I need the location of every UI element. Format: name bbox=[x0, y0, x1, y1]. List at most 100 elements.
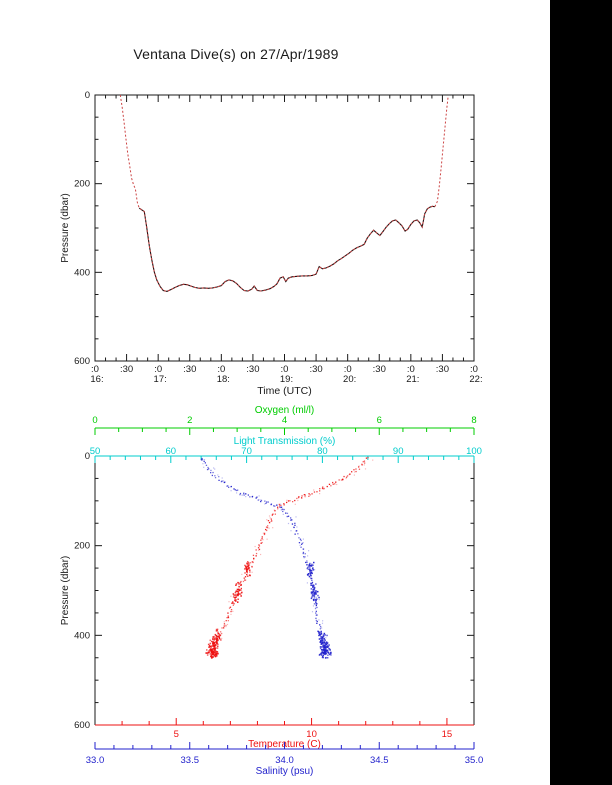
scatter-dot bbox=[315, 599, 317, 602]
scatter-dot bbox=[293, 526, 295, 529]
scatter-dot bbox=[213, 635, 215, 638]
scatter-dot-faint bbox=[225, 626, 227, 628]
scatter-dot bbox=[246, 565, 249, 568]
light-axis-title: Light Transmission (%) bbox=[234, 436, 336, 447]
scatter-dot bbox=[319, 628, 321, 630]
scatter-dot bbox=[342, 478, 344, 481]
scatter-dot bbox=[317, 594, 319, 597]
scatter-dot bbox=[291, 523, 294, 525]
scatter-dot-faint bbox=[302, 538, 304, 540]
scatter-dot bbox=[213, 654, 215, 657]
scatter-dot bbox=[255, 555, 257, 557]
scatter-dot bbox=[234, 591, 237, 594]
scatter-dot bbox=[249, 571, 251, 573]
scatter-dot bbox=[238, 589, 241, 592]
scatter-dot bbox=[319, 490, 321, 492]
scatter-dot bbox=[236, 588, 238, 590]
scatter-dot bbox=[301, 497, 303, 499]
scatter-dot bbox=[258, 544, 260, 546]
scatter-dot bbox=[212, 650, 214, 653]
scatter-dot bbox=[320, 626, 322, 628]
scatter-dot bbox=[302, 552, 304, 555]
time-tick-label: :0 bbox=[91, 364, 99, 375]
scatter-dot bbox=[313, 586, 316, 589]
temperature-tick-label: 5 bbox=[174, 729, 179, 740]
scatter-dot bbox=[321, 652, 323, 654]
scatter-dot bbox=[300, 546, 302, 548]
scatter-dot bbox=[215, 651, 217, 653]
oxygen-tick-label: 8 bbox=[471, 415, 476, 426]
scatter-dot bbox=[325, 652, 327, 655]
scatter-dot bbox=[213, 652, 215, 654]
scatter-dot bbox=[322, 486, 324, 488]
scatter-dot bbox=[307, 566, 309, 568]
scatter-dot bbox=[324, 651, 326, 653]
scatter-dot-faint bbox=[266, 519, 268, 521]
scatter-dot bbox=[325, 643, 328, 645]
scatter-dot bbox=[207, 466, 209, 469]
scatter-dot bbox=[280, 504, 282, 506]
scatter-dot bbox=[249, 574, 251, 577]
scatter-dot bbox=[338, 479, 340, 481]
light-axis: 50 60 70 80 90 100 Light Transmission (%) bbox=[90, 436, 482, 463]
scatter-dot bbox=[311, 570, 313, 572]
scatter-dot bbox=[268, 522, 271, 524]
scatter-dot bbox=[300, 539, 302, 542]
scatter-dot bbox=[206, 649, 208, 651]
scatter-dot bbox=[208, 646, 210, 648]
scatter-dot bbox=[216, 640, 219, 642]
pressure-axis-title: Pressure (dbar) bbox=[60, 556, 71, 625]
scatter-dot bbox=[315, 604, 317, 607]
scatter-dot bbox=[296, 530, 298, 532]
scatter-dot bbox=[332, 481, 334, 484]
scatter-dot-faint bbox=[312, 605, 315, 607]
scatter-dot bbox=[248, 567, 250, 569]
scatter-dot bbox=[213, 649, 215, 652]
scatter-dot bbox=[234, 594, 236, 596]
scatter-dot bbox=[221, 632, 223, 635]
oxygen-tick-label: 2 bbox=[187, 415, 192, 426]
scatter-dot bbox=[326, 634, 328, 637]
scatter-dot bbox=[313, 585, 315, 588]
scatter-dot bbox=[236, 593, 238, 596]
scatter-dot bbox=[246, 570, 248, 573]
scatter-dot-faint bbox=[293, 526, 295, 528]
scatter-dot bbox=[227, 616, 230, 619]
scatter-dot bbox=[244, 579, 246, 581]
scatter-dot bbox=[234, 599, 236, 602]
scatter-dot bbox=[267, 525, 269, 527]
scatter-dot-faint bbox=[203, 459, 206, 461]
scatter-dot bbox=[211, 648, 213, 650]
scatter-dot bbox=[321, 642, 323, 645]
scatter-dot bbox=[240, 584, 242, 586]
scatter-dot bbox=[227, 485, 229, 487]
scatter-dot-faint bbox=[217, 474, 219, 476]
scatter-dot-faint bbox=[297, 499, 299, 502]
scatter-dot bbox=[314, 592, 317, 595]
scatter-dot bbox=[255, 549, 257, 551]
scatter-dot bbox=[214, 638, 216, 641]
scatter-dot bbox=[313, 594, 315, 597]
scatter-dot bbox=[237, 601, 239, 603]
scatter-dot bbox=[324, 639, 326, 641]
scatter-dot bbox=[328, 653, 331, 656]
scatter-dot bbox=[315, 614, 317, 616]
scatter-dot bbox=[365, 457, 368, 459]
scatter-dot bbox=[299, 538, 302, 540]
scatter-dot bbox=[309, 565, 311, 567]
scatter-dot bbox=[217, 631, 219, 634]
scatter-dot bbox=[240, 587, 242, 590]
scatter-dot-faint bbox=[280, 508, 282, 510]
time-hour-label: 21: bbox=[406, 374, 419, 385]
scatter-dot bbox=[223, 481, 225, 484]
temperature-profile-scatter bbox=[205, 456, 374, 659]
scatter-dot-faint bbox=[296, 526, 298, 528]
scatter-dot bbox=[330, 652, 332, 654]
scatter-dot bbox=[361, 464, 363, 466]
scatter-dot bbox=[353, 469, 355, 471]
scatter-dot bbox=[320, 637, 323, 640]
scatter-dot bbox=[310, 597, 313, 600]
scatter-dot-faint bbox=[260, 553, 262, 556]
scatter-dot bbox=[298, 542, 301, 544]
scatter-dot-faint bbox=[322, 620, 324, 622]
